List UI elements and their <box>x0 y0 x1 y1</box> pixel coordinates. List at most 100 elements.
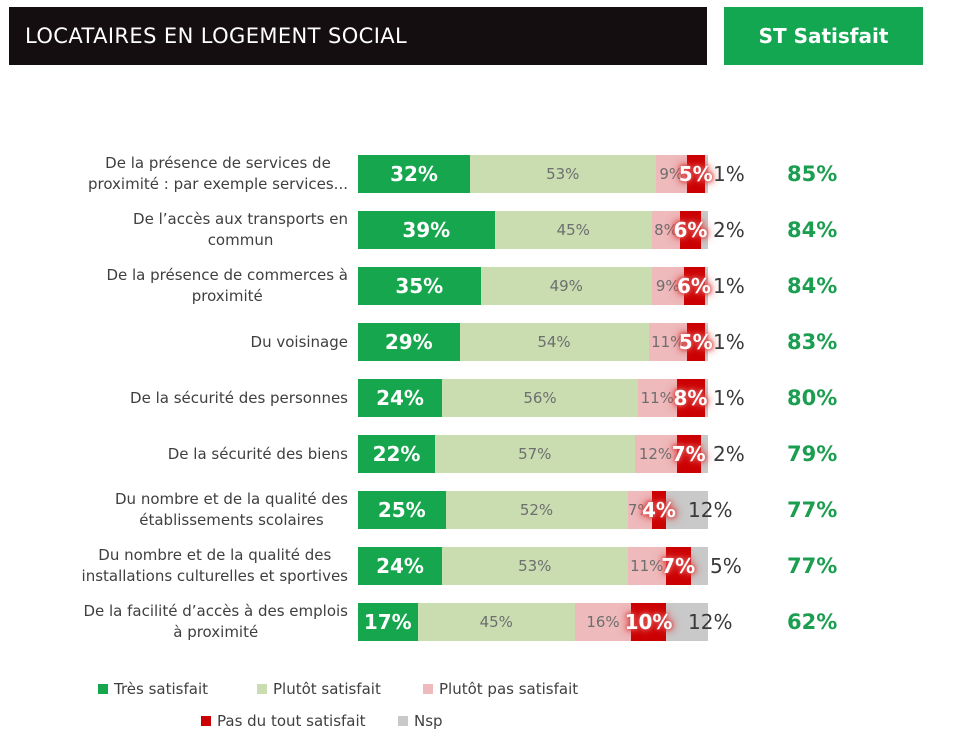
segment-plutot-satisfait: 45% <box>494 211 652 249</box>
segment-plutot-satisfait: 53% <box>470 155 656 193</box>
segment-label-plutot-pas-satisfait: 11% <box>630 557 664 575</box>
chart-row: De l’accès aux transports en commun 39% 4… <box>0 202 978 258</box>
legend-label: Pas du tout satisfait <box>217 712 366 730</box>
segment-tres-satisfait: 39% <box>358 211 495 249</box>
segment-pas-du-tout-satisfait: 5% <box>679 155 713 193</box>
segment-label-pas-du-tout-satisfait: 4% <box>642 498 676 522</box>
segment-nsp <box>704 323 708 361</box>
st-satisfait-value: 83% <box>787 330 838 354</box>
chart-row: Du nombre et de la qualité des établisse… <box>0 482 978 538</box>
category-label: De la sécurité des biens <box>167 444 348 463</box>
chart-row: De la sécurité des biens 22% 57% 12% 7% 2% 7… <box>0 426 978 482</box>
title-bar: LOCATAIRES EN LOGEMENT SOCIAL <box>9 7 707 65</box>
segment-plutot-pas-satisfait: 9% <box>652 267 684 305</box>
segment-label-tres-satisfait: 29% <box>384 330 433 354</box>
segment-nsp <box>704 379 708 417</box>
legend-swatch-pas-du-tout-satisfait <box>201 716 211 726</box>
segment-plutot-pas-satisfait: 11% <box>648 323 687 361</box>
segment-label-pas-du-tout-satisfait: 6% <box>673 218 708 242</box>
segment-label-nsp: 1% <box>713 330 745 354</box>
category-label: De la présence de services de proximité … <box>87 154 348 193</box>
segment-label-plutot-satisfait: 52% <box>519 501 554 519</box>
category-label: De la sécurité des personnes <box>130 388 348 407</box>
segment-nsp <box>701 435 708 473</box>
segment-nsp <box>701 211 708 249</box>
stacked-bar: 24% 53% 11% 7% 5% <box>358 547 742 585</box>
segment-tres-satisfait: 22% <box>358 435 435 473</box>
segment-plutot-satisfait: 52% <box>445 491 628 529</box>
chart-row: De la sécurité des personnes 24% 56% 11% 8%… <box>0 370 978 426</box>
segment-label-plutot-satisfait: 45% <box>479 613 513 631</box>
legend-label: Plutôt satisfait <box>273 680 381 698</box>
segment-plutot-satisfait: 57% <box>435 435 635 473</box>
category-label: De la facilité d’accès à des emplois à p… <box>83 602 348 641</box>
segment-plutot-pas-satisfait: 11% <box>638 379 677 417</box>
segment-nsp <box>666 603 708 641</box>
segment-plutot-pas-satisfait: 9% <box>655 155 687 193</box>
st-satisfait-value: 84% <box>787 218 838 242</box>
segment-plutot-satisfait: 54% <box>459 323 649 361</box>
legend-item-plutot-pas-satisfait: Plutôt pas satisfait <box>423 678 578 700</box>
segment-plutot-satisfait: 53% <box>442 547 628 585</box>
stacked-bar: 29% 54% 11% 5% 1% <box>358 323 745 361</box>
segment-nsp <box>666 491 708 529</box>
segment-plutot-pas-satisfait: 12% <box>634 435 677 473</box>
segment-label-plutot-pas-satisfait: 7% <box>627 501 652 519</box>
segment-label-nsp: 2% <box>713 218 745 242</box>
st-satisfait-value: 62% <box>787 610 838 634</box>
stacked-bar: 25% 52% 7% 4% 12% <box>358 491 732 529</box>
segment-nsp <box>690 547 708 585</box>
segment-pas-du-tout-satisfait: 6% <box>673 211 708 249</box>
segment-pas-du-tout-satisfait: 6% <box>677 267 711 305</box>
segment-label-plutot-satisfait: 56% <box>523 389 557 407</box>
chart-row: Du voisinage 29% 54% 11% 5% 1% 83% <box>0 314 978 370</box>
page-title: LOCATAIRES EN LOGEMENT SOCIAL <box>25 24 408 48</box>
segment-tres-satisfait: 25% <box>358 491 446 529</box>
st-satisfait-badge-label: ST Satisfait <box>758 24 889 48</box>
stacked-bar: 24% 56% 11% 8% 1% <box>358 379 745 417</box>
segment-label-plutot-satisfait: 53% <box>546 165 580 183</box>
segment-tres-satisfait: 17% <box>358 603 418 641</box>
legend-swatch-nsp <box>398 716 408 726</box>
segment-label-pas-du-tout-satisfait: 6% <box>677 274 711 298</box>
category-label: De l’accès aux transports en commun <box>133 210 348 249</box>
segment-nsp <box>704 267 708 305</box>
st-satisfait-badge: ST Satisfait <box>724 7 923 65</box>
segment-label-nsp: 12% <box>688 610 733 634</box>
st-satisfait-value: 80% <box>787 386 838 410</box>
legend-label: Nsp <box>414 712 443 730</box>
st-satisfait-value: 79% <box>787 442 838 466</box>
segment-label-tres-satisfait: 24% <box>376 386 424 410</box>
legend-item-plutot-satisfait: Plutôt satisfait <box>257 678 381 700</box>
segment-label-tres-satisfait: 25% <box>377 498 426 522</box>
segment-label-nsp: 5% <box>710 554 742 578</box>
legend-swatch-plutot-satisfait <box>257 684 267 694</box>
segment-label-plutot-pas-satisfait: 11% <box>651 333 685 351</box>
segment-label-tres-satisfait: 24% <box>376 554 424 578</box>
segment-label-pas-du-tout-satisfait: 5% <box>678 330 713 354</box>
segment-label-tres-satisfait: 39% <box>402 218 451 242</box>
segment-label-plutot-satisfait: 49% <box>549 277 583 295</box>
segment-label-plutot-pas-satisfait: 12% <box>638 445 673 463</box>
category-label: Du voisinage <box>250 332 348 351</box>
legend-swatch-plutot-pas-satisfait <box>423 684 433 694</box>
category-label: Du nombre et de la qualité des établisse… <box>115 490 348 529</box>
segment-tres-satisfait: 24% <box>358 379 442 417</box>
legend-item-pas-du-tout-satisfait: Pas du tout satisfait <box>201 710 366 732</box>
segment-label-tres-satisfait: 22% <box>372 442 421 466</box>
segment-label-nsp: 12% <box>688 498 733 522</box>
stacked-bar: 22% 57% 12% 7% 2% <box>358 435 745 473</box>
category-label: De la présence de commerces à proximité <box>106 266 348 305</box>
segment-label-plutot-pas-satisfait: 16% <box>586 613 620 631</box>
segment-plutot-satisfait: 45% <box>417 603 575 641</box>
segment-label-pas-du-tout-satisfait: 8% <box>673 386 708 410</box>
segment-label-tres-satisfait: 35% <box>395 274 444 298</box>
segment-plutot-satisfait: 56% <box>442 379 638 417</box>
segment-label-plutot-satisfait: 53% <box>518 557 552 575</box>
segment-label-pas-du-tout-satisfait: 10% <box>624 610 673 634</box>
st-satisfait-value: 77% <box>787 498 838 522</box>
chart-row: De la présence de commerces à proximité … <box>0 258 978 314</box>
st-satisfait-value: 85% <box>787 162 838 186</box>
chart-plot-area: De la présence de services de proximité … <box>0 146 978 650</box>
